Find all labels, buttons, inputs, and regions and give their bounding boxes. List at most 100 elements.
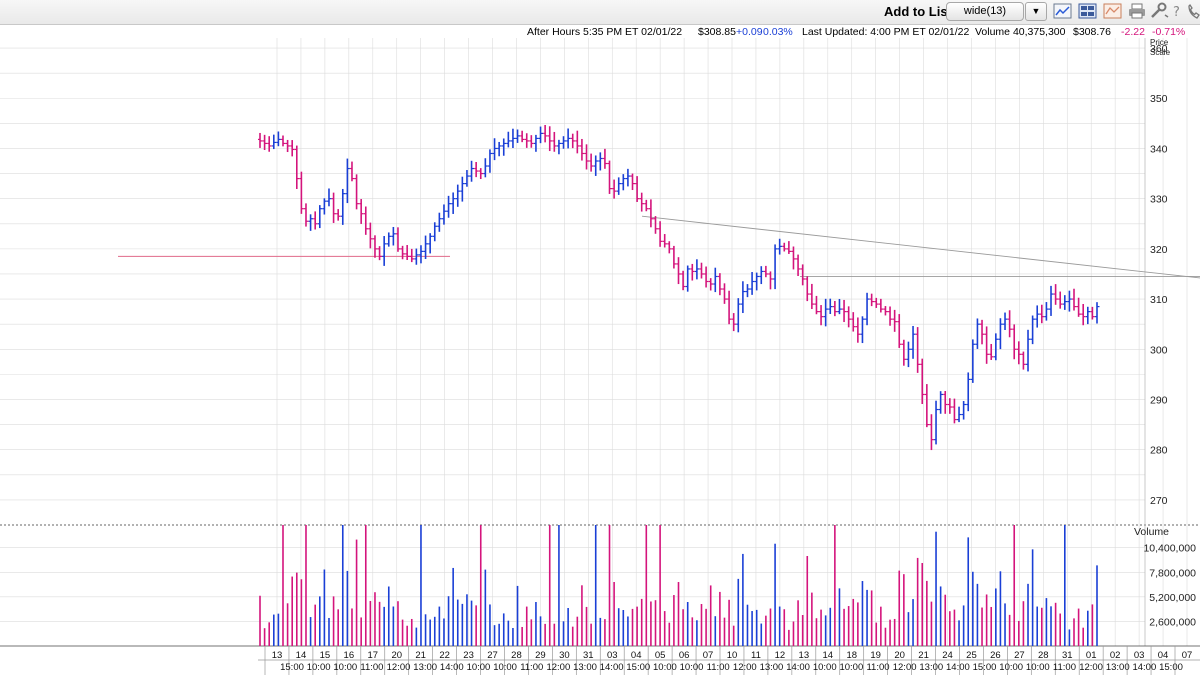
time-tick-label: 14:00 [786, 662, 810, 673]
date-tick-label: 15 [320, 650, 331, 661]
date-tick-label: 27 [1014, 650, 1025, 661]
price-tick-label: 350 [1150, 93, 1168, 105]
date-tick-label: 02 [1110, 650, 1121, 661]
time-tick-label: 11:00 [866, 662, 889, 673]
volume-label: Volume 40,375,300 [975, 26, 1066, 38]
price-tick-label: 310 [1150, 294, 1168, 306]
list-select[interactable]: wide(13) [946, 2, 1024, 21]
layout-icon[interactable] [1077, 2, 1099, 20]
time-tick-label: 11:00 [360, 662, 383, 673]
chart-style-icon[interactable] [1102, 2, 1124, 20]
time-tick-label: 10:00 [333, 662, 357, 673]
time-tick-label: 10:00 [813, 662, 837, 673]
phone-icon[interactable] [1186, 2, 1200, 20]
date-tick-label: 18 [846, 650, 857, 661]
trend-line [641, 215, 1200, 279]
time-tick-label: 11:00 [520, 662, 543, 673]
price-chart[interactable]: Price Scale 36035034033032031030029028027… [0, 38, 1200, 675]
date-tick-label: 26 [990, 650, 1001, 661]
price-axis: Price Scale 360 350 340 330 320 310 300 290 280 27… [1150, 38, 1171, 507]
date-tick-label: 04 [631, 650, 642, 661]
date-tick-label: 06 [679, 650, 690, 661]
after-hours-price: $308.85 [698, 26, 736, 38]
date-tick-label: 30 [559, 650, 570, 661]
after-hours-pct: 0.03% [763, 26, 793, 38]
date-tick-label: 12 [775, 650, 786, 661]
price-tick-label: 320 [1150, 244, 1168, 256]
date-tick-label: 03 [607, 650, 618, 661]
date-tick-label: 23 [463, 650, 474, 661]
price-tick-label: 340 [1150, 143, 1168, 155]
date-tick-label: 20 [894, 650, 905, 661]
date-tick-label: 04 [1158, 650, 1169, 661]
date-tick-label: 31 [583, 650, 594, 661]
time-tick-label: 13:00 [573, 662, 597, 673]
time-tick-label: 15:00 [973, 662, 997, 673]
date-tick-label: 11 [751, 650, 761, 661]
time-tick-label: 10:00 [680, 662, 704, 673]
volume-bars [259, 525, 1098, 646]
date-tick-label: 10 [727, 650, 738, 661]
time-tick-label: 10:00 [839, 662, 863, 673]
time-tick-label: 12:00 [1079, 662, 1103, 673]
time-tick-label: 15:00 [1159, 662, 1183, 673]
time-tick-label: 10:00 [999, 662, 1023, 673]
volume-tick-label: 10,400,000 [1143, 543, 1196, 555]
date-tick-label: 17 [368, 650, 379, 661]
date-tick-label: 24 [942, 650, 953, 661]
add-to-list-label: Add to List: [884, 4, 957, 19]
date-tick-label: 14 [823, 650, 834, 661]
date-tick-label: 16 [344, 650, 355, 661]
after-hours-change: +0.09 [736, 26, 763, 38]
toolbar: Add to List: wide(13) ▼ ? [0, 0, 1200, 25]
time-tick-label: 11:00 [707, 662, 730, 673]
price-tick-label: 270 [1150, 495, 1168, 507]
drawn-lines [118, 215, 1200, 279]
date-tick-label: 29 [535, 650, 546, 661]
time-axis: 13 14 15 16 17 20 21 22 23 27 28 29 30 31 03 04 05 06 07 10… [264, 646, 1193, 675]
date-tick-label: 21 [415, 650, 426, 661]
price-tick-label: 360 [1150, 43, 1168, 55]
date-tick-label: 21 [918, 650, 929, 661]
price-tick-label: 300 [1150, 344, 1168, 356]
time-tick-label: 10:00 [653, 662, 677, 673]
grid [0, 38, 1200, 661]
line-chart-icon[interactable] [1052, 2, 1074, 20]
time-tick-label: 14:00 [946, 662, 970, 673]
time-tick-label: 13:00 [760, 662, 784, 673]
date-tick-label: 20 [391, 650, 402, 661]
price-axis-label: Price Scale [1150, 38, 1171, 57]
chevron-down-icon[interactable]: ▼ [1025, 2, 1047, 21]
time-tick-label: 12:00 [893, 662, 917, 673]
time-tick-label: 14:00 [600, 662, 624, 673]
help-icon[interactable]: ? [1170, 2, 1184, 20]
time-tick-label: 14:00 [1132, 662, 1156, 673]
time-tick-label: 10:00 [307, 662, 331, 673]
time-tick-label: 10:00 [1026, 662, 1050, 673]
date-tick-label: 28 [511, 650, 522, 661]
time-tick-label: 15:00 [280, 662, 304, 673]
volume-axis-label: Volume [1134, 526, 1169, 538]
time-tick-label: 15:00 [626, 662, 650, 673]
time-tick-label: 13:00 [1106, 662, 1130, 673]
price-tick-label: 290 [1150, 394, 1168, 406]
price-change: -2.22 [1121, 26, 1145, 38]
time-tick-label: 10:00 [467, 662, 491, 673]
date-tick-label: 01 [1086, 650, 1097, 661]
print-icon[interactable] [1126, 2, 1148, 20]
date-tick-label: 13 [799, 650, 810, 661]
time-tick-label: 12:00 [733, 662, 757, 673]
price-tick-label: 330 [1150, 194, 1168, 206]
time-tick-label: 13:00 [413, 662, 437, 673]
time-tick-label: 12:00 [387, 662, 411, 673]
time-tick-label: 14:00 [440, 662, 464, 673]
tools-icon[interactable] [1148, 2, 1170, 20]
date-tick-label: 05 [655, 650, 666, 661]
date-tick-label: 07 [1182, 650, 1193, 661]
date-tick-label: 25 [966, 650, 977, 661]
volume-tick-label: 5,200,000 [1149, 592, 1196, 604]
volume-tick-label: 2,600,000 [1149, 616, 1196, 628]
svg-text:?: ? [1173, 5, 1180, 20]
time-tick-label: 12:00 [546, 662, 570, 673]
quote-bar: After Hours 5:35 PM ET 02/01/22 $308.85 … [0, 25, 1200, 39]
